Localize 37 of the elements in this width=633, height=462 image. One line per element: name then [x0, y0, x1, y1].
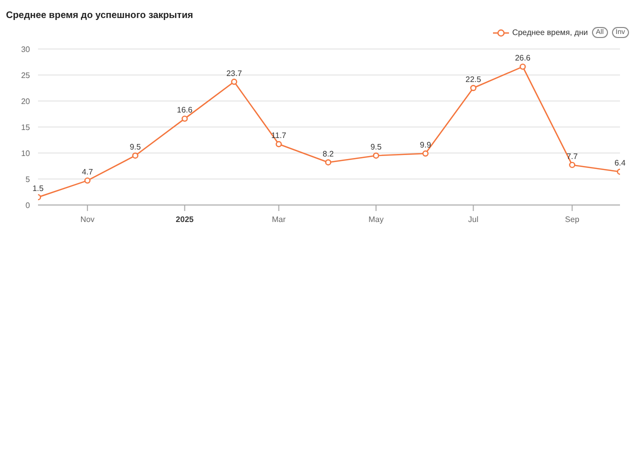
data-label: 9.5 — [130, 142, 142, 152]
point — [84, 177, 91, 184]
y-tick-label: 25 — [21, 70, 31, 80]
point — [182, 116, 188, 122]
data-label: 9.5 — [370, 142, 382, 152]
x-tick-label: Sep — [565, 215, 580, 224]
point — [569, 162, 576, 168]
y-tick-label: 5 — [26, 174, 31, 184]
data-label: 4.7 — [82, 168, 94, 177]
point — [520, 64, 526, 70]
point — [470, 84, 476, 92]
x-tick-label: Nov — [80, 215, 95, 224]
y-tick-label: 10 — [21, 148, 31, 158]
y-tick-label: 15 — [21, 122, 31, 132]
y-tick-label: 30 — [21, 44, 31, 54]
chart-title: Среднее время до успешного закрытия — [6, 10, 194, 21]
point — [231, 78, 238, 85]
point — [372, 152, 380, 159]
legend-label: Среднее время, дни — [511, 28, 588, 37]
y-tick-label: 20 — [21, 96, 31, 106]
data-label: 26.6 — [514, 54, 532, 63]
point — [132, 152, 138, 159]
data-label: 9.9 — [420, 140, 432, 150]
point — [422, 150, 429, 157]
data-label: 8.2 — [322, 149, 334, 158]
y-tick-label: 0 — [26, 200, 31, 210]
data-label: 16.6 — [176, 106, 194, 115]
x-tick-label: Mar — [272, 215, 286, 224]
x-tick-label: 2025 — [176, 215, 194, 224]
data-label: 22.5 — [466, 75, 482, 84]
data-label: 23.7 — [226, 68, 242, 78]
data-label: 1.5 — [32, 184, 44, 194]
x-tick-label: Jul — [468, 215, 479, 224]
data-label: 6.4 — [614, 158, 626, 168]
point — [276, 141, 282, 148]
point — [325, 159, 332, 166]
x-tick-label: May — [368, 215, 384, 224]
